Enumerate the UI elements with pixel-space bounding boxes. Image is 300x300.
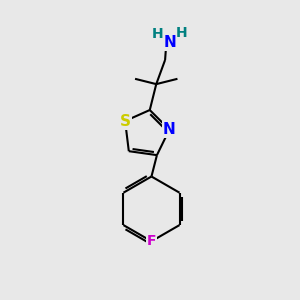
Text: S: S	[120, 113, 130, 128]
Text: H: H	[176, 26, 188, 40]
Text: N: N	[164, 35, 176, 50]
Text: F: F	[147, 234, 156, 248]
Text: N: N	[163, 122, 176, 137]
Text: H: H	[152, 27, 164, 41]
